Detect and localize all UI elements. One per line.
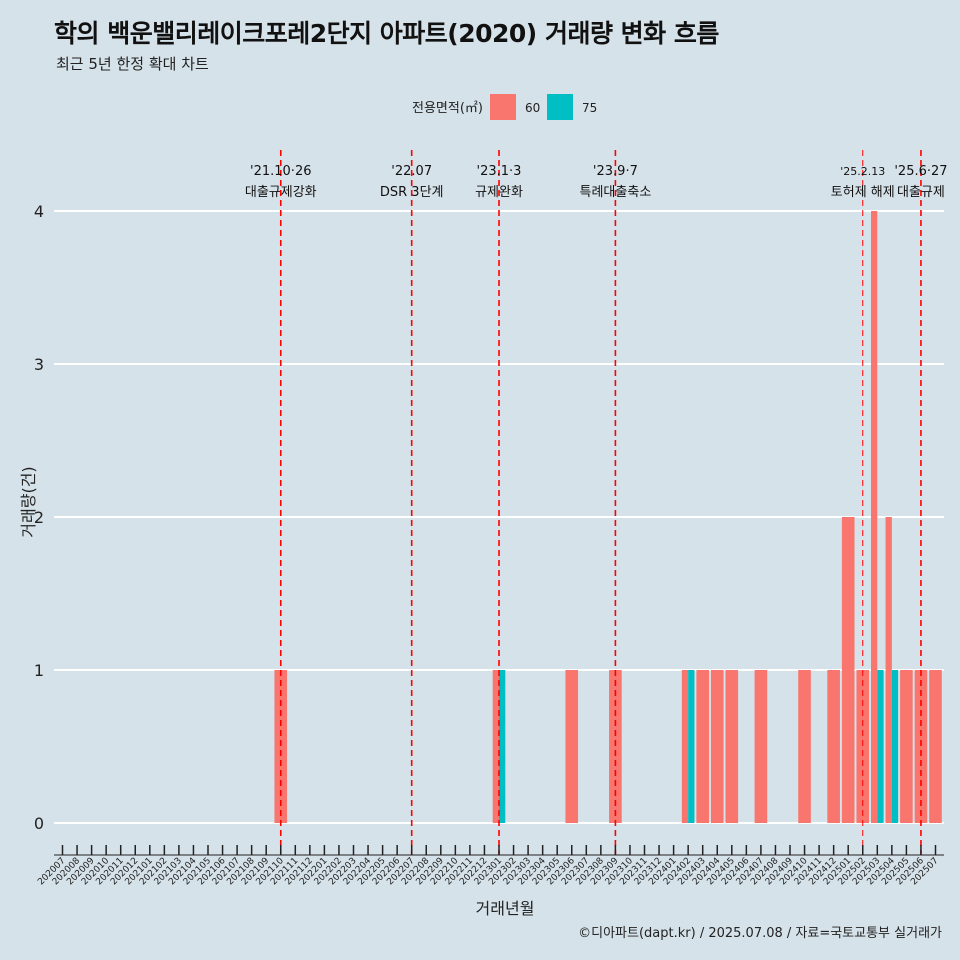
bar-60 xyxy=(856,670,870,823)
y-tick-label: 0 xyxy=(34,814,44,833)
bar-75 xyxy=(688,670,695,823)
y-tick-label: 1 xyxy=(34,661,44,680)
bar-75 xyxy=(891,670,899,823)
bar-60 xyxy=(929,670,942,823)
chart-title: 학의 백운밸리레이크포레2단지 아파트(2020) 거래량 변화 흐름 xyxy=(54,19,719,48)
x-axis-title: 거래년월 xyxy=(476,899,535,918)
bar-60 xyxy=(827,670,840,823)
bar-60 xyxy=(274,670,288,823)
bar-60 xyxy=(609,670,622,823)
annotation-label: 대출규제 xyxy=(897,185,945,200)
annotation-date: '21.10·26 xyxy=(250,164,311,179)
chart-caption: ©디아파트(dapt.kr) / 2025.07.08 / 자료=국토교통부 실… xyxy=(578,926,942,941)
annotation-label: 특례대출축소 xyxy=(580,185,652,200)
bar-60 xyxy=(696,670,709,823)
bar-60 xyxy=(914,670,928,823)
y-tick-label: 3 xyxy=(34,355,44,374)
annotation-label: 토허제 해제 xyxy=(831,185,895,200)
legend-label: 60 xyxy=(525,101,540,115)
chart-subtitle: 최근 5년 한정 확대 차트 xyxy=(56,55,209,73)
legend-title: 전용면적(㎡) xyxy=(412,101,483,116)
annotation-date: '22.07 xyxy=(391,164,432,179)
bar-75 xyxy=(499,670,506,823)
bar-75 xyxy=(877,670,884,823)
y-tick-label: 2 xyxy=(34,508,44,527)
bar-60 xyxy=(885,517,892,823)
bar-60 xyxy=(710,670,724,823)
bar-60 xyxy=(681,670,689,823)
annotation-label: DSR 3단계 xyxy=(380,185,444,200)
bar-60 xyxy=(492,670,499,823)
annotation-date: '23.9·7 xyxy=(593,164,638,179)
annotation-label: 규제완화 xyxy=(475,185,523,200)
bar-60 xyxy=(871,211,878,823)
annotation-date: '25.6·27 xyxy=(894,164,947,179)
annotation-date: '25.2.13 xyxy=(840,165,885,178)
bar-60 xyxy=(565,670,579,823)
bar-60 xyxy=(754,670,768,823)
bar-60 xyxy=(900,670,913,823)
bar-60 xyxy=(725,670,739,823)
y-tick-label: 4 xyxy=(34,202,44,221)
legend-label: 75 xyxy=(582,101,597,115)
annotation-date: '23.1·3 xyxy=(477,164,522,179)
bar-60 xyxy=(841,517,855,823)
legend-key-60 xyxy=(490,94,516,120)
annotation-label: 대출규제강화 xyxy=(245,185,317,200)
legend-key-75 xyxy=(547,94,573,120)
y-axis-title: 거래량(건) xyxy=(19,466,38,537)
bar-60 xyxy=(798,670,811,823)
